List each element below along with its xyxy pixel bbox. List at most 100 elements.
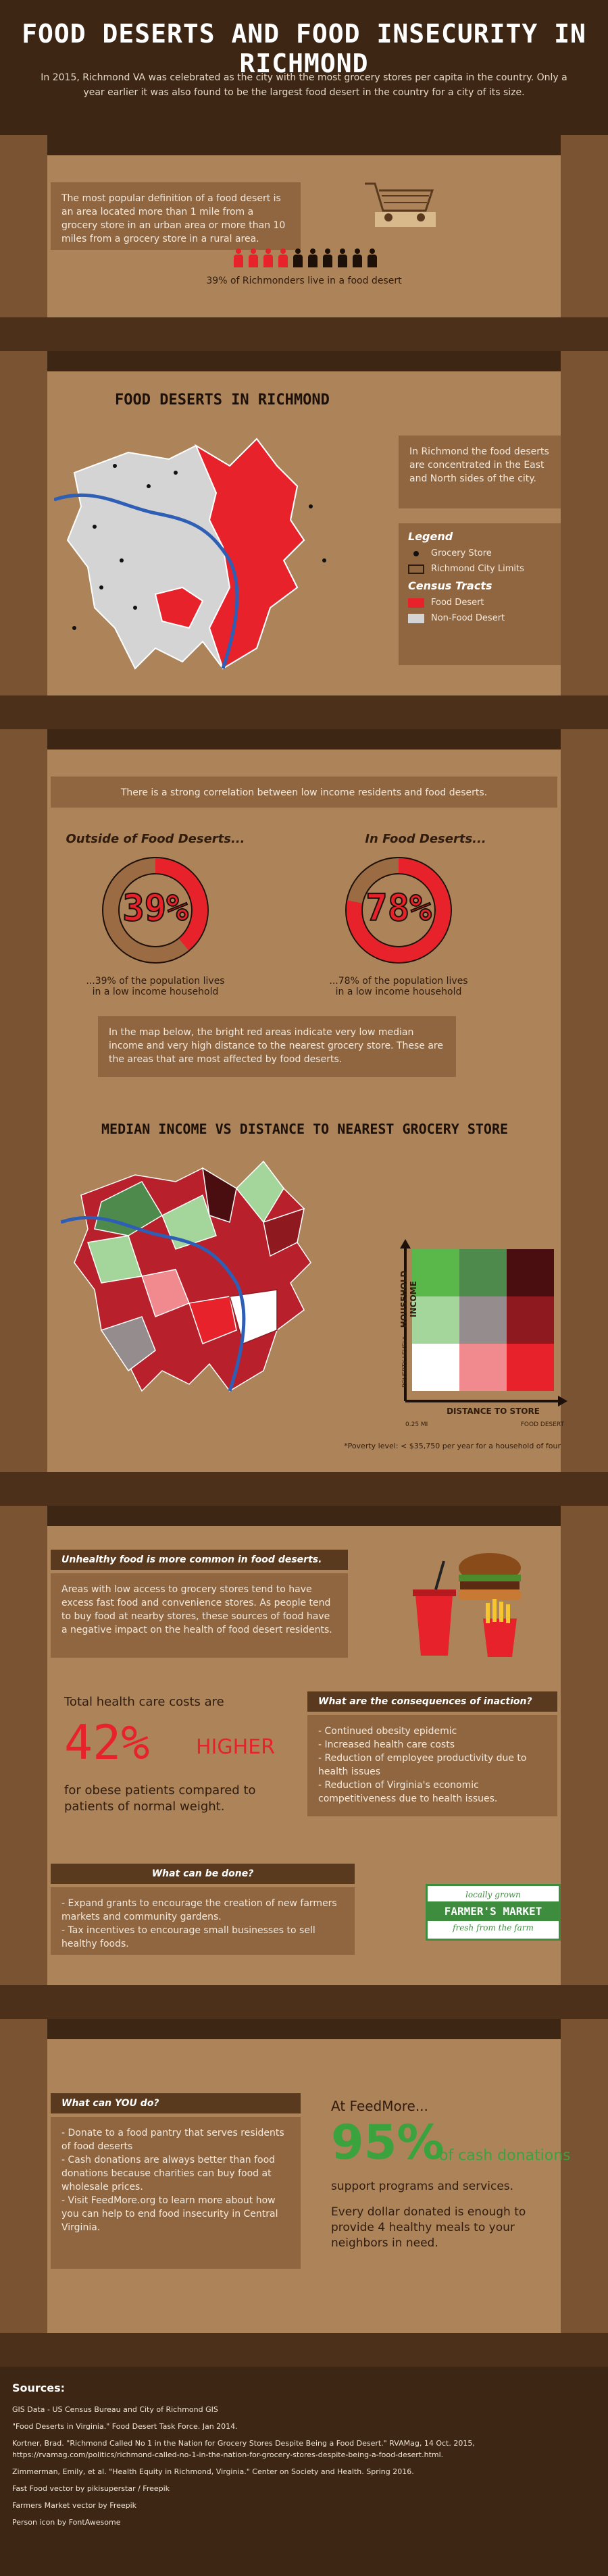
sources-title: Sources: xyxy=(12,2382,66,2394)
outside-value: 39% xyxy=(122,886,189,930)
matrix-cell xyxy=(459,1296,507,1344)
feedmore-of: of cash donations xyxy=(439,2147,571,2164)
consequences-box: - Continued obesity epidemic - Increased… xyxy=(307,1715,557,1816)
outside-donut xyxy=(102,857,209,964)
bivariate-legend-matrix xyxy=(412,1249,554,1391)
market-top: locally grown xyxy=(465,1890,521,1899)
person-icon xyxy=(248,248,259,267)
cost-intro: Total health care costs are xyxy=(64,1695,224,1709)
source-item: Kortner, Brad. "Richmond Called No 1 in … xyxy=(12,2439,475,2459)
you-item: - Visit FeedMore.org to learn more about… xyxy=(61,2195,278,2233)
source-item: Fast Food vector by pikisuperstar / Free… xyxy=(12,2484,170,2493)
map-note-box: In Richmond the food deserts are concent… xyxy=(399,436,561,508)
bivariate-title: MEDIAN INCOME VS DISTANCE TO NEAREST GRO… xyxy=(101,1121,509,1137)
inside-donut xyxy=(345,857,452,964)
feedmore-meals: Every dollar donated is enough to provid… xyxy=(331,2205,526,2250)
matrix-cell xyxy=(507,1296,554,1344)
correlation-box: There is a strong correlation between lo… xyxy=(51,777,557,808)
people-row xyxy=(233,248,378,267)
feedmore-intro: At FeedMore... xyxy=(331,2098,428,2114)
person-icon xyxy=(233,248,244,267)
you-item: - Cash donations are always better than … xyxy=(61,2155,276,2192)
income-distance-map xyxy=(61,1160,311,1392)
map-note-text: In Richmond the food deserts are concent… xyxy=(409,446,549,484)
unhealthy-head: Unhealthy food is more common in food de… xyxy=(51,1550,348,1570)
matrix-cell xyxy=(459,1249,507,1296)
source-item: Zimmerman, Emily, et al. "Health Equity … xyxy=(12,2467,414,2476)
done-head: What can be done? xyxy=(51,1864,355,1884)
definition-text: The most popular definition of a food de… xyxy=(61,193,286,244)
source-item: GIS Data - US Census Bureau and City of … xyxy=(12,2405,218,2414)
header: FOOD DESERTS AND FOOD INSECURITY IN RICH… xyxy=(0,0,608,135)
fast-food-icon xyxy=(413,1553,521,1657)
feedmore-line: support programs and services. xyxy=(331,2180,514,2193)
person-icon xyxy=(322,248,333,267)
matrix-cell xyxy=(412,1344,459,1391)
inside-title: In Food Deserts... xyxy=(365,832,486,846)
consequences-head: What are the consequences of inaction? xyxy=(307,1691,557,1712)
action-section xyxy=(0,2019,608,2367)
done-item: - Expand grants to encourage the creatio… xyxy=(61,1898,337,1922)
matrix-cell xyxy=(459,1344,507,1391)
person-icon xyxy=(352,248,363,267)
market-main: FARMER'S MARKET xyxy=(428,1901,559,1921)
unhealthy-box: Areas with low access to grocery stores … xyxy=(51,1573,348,1658)
matrix-cell xyxy=(507,1249,554,1296)
inside-caption: ...78% of the population lives in a low … xyxy=(329,976,468,997)
shopping-cart-icon xyxy=(365,182,436,227)
consequence-item: - Continued obesity epidemic xyxy=(318,1726,457,1737)
consequence-item: - Reduction of employee productivity due… xyxy=(318,1753,527,1777)
correlation-text: There is a strong correlation between lo… xyxy=(120,787,488,798)
source-item: Person icon by FontAwesome xyxy=(12,2518,121,2527)
consequence-item: - Increased health care costs xyxy=(318,1739,455,1750)
matrix-cell xyxy=(412,1296,459,1344)
you-box: - Donate to a food pantry that serves re… xyxy=(51,2117,301,2269)
cost-outro: for obese patients compared to patients … xyxy=(64,1783,256,1814)
legend-food-desert: Food Desert xyxy=(408,598,551,608)
map-explainer-text: In the map below, the bright red areas i… xyxy=(109,1027,443,1065)
food-desert-map xyxy=(54,438,326,670)
matrix-cell xyxy=(412,1249,459,1296)
outline-box-icon xyxy=(408,564,424,574)
legend-title: Legend xyxy=(408,530,453,543)
done-item: - Tax incentives to encourage small busi… xyxy=(61,1925,315,1949)
poverty-footnote: *Poverty level: < $35,750 per year for a… xyxy=(344,1442,561,1450)
person-icon xyxy=(278,248,288,267)
x-high-label: FOOD DESERT xyxy=(520,1421,564,1428)
you-head: What can YOU do? xyxy=(51,2093,301,2113)
source-item: "Food Deserts in Virginia." Food Desert … xyxy=(12,2422,238,2431)
outside-title: Outside of Food Deserts... xyxy=(66,832,245,846)
sources-section: Sources: GIS Data - US Census Bureau and… xyxy=(0,2367,608,2576)
person-icon xyxy=(307,248,318,267)
you-item: - Donate to a food pantry that serves re… xyxy=(61,2128,284,2152)
legend-non-food-desert: Non-Food Desert xyxy=(408,613,551,623)
dot-icon xyxy=(413,550,419,556)
map-title: FOOD DESERTS IN RICHMOND xyxy=(115,392,330,409)
unhealthy-text: Areas with low access to grocery stores … xyxy=(61,1584,332,1635)
cost-word: HIGHER xyxy=(196,1735,276,1759)
page-title: FOOD DESERTS AND FOOD INSECURITY IN RICH… xyxy=(22,19,586,78)
market-bottom: fresh from the farm xyxy=(453,1923,534,1933)
definition-section xyxy=(0,135,608,351)
x-axis-label: DISTANCE TO STORE xyxy=(447,1407,540,1416)
person-icon xyxy=(337,248,348,267)
x-low-label: 0.25 MI xyxy=(405,1421,428,1428)
consequence-item: - Reduction of Virginia's economic compe… xyxy=(318,1780,498,1804)
non-food-desert-swatch xyxy=(408,613,424,623)
farmers-market-sign: locally grown FARMER'S MARKET fresh from… xyxy=(426,1884,561,1941)
legend-city-limits: Richmond City Limits xyxy=(408,564,551,574)
food-desert-swatch xyxy=(408,598,424,608)
definition-box: The most popular definition of a food de… xyxy=(51,182,301,250)
bivariate-axes xyxy=(400,1239,567,1407)
map-explainer-box: In the map below, the bright red areas i… xyxy=(98,1016,456,1077)
matrix-cell xyxy=(507,1344,554,1391)
page-subtitle: In 2015, Richmond VA was celebrated as t… xyxy=(41,72,567,98)
outside-caption: ...39% of the population lives in a low … xyxy=(86,976,225,997)
person-icon xyxy=(367,248,378,267)
person-icon xyxy=(293,248,303,267)
feedmore-value: 95% xyxy=(331,2115,445,2170)
y-low-label: POVERTY LEVEL* xyxy=(402,1336,409,1388)
food-desert-stat: 39% of Richmonders live in a food desert xyxy=(206,275,402,286)
person-icon xyxy=(263,248,274,267)
